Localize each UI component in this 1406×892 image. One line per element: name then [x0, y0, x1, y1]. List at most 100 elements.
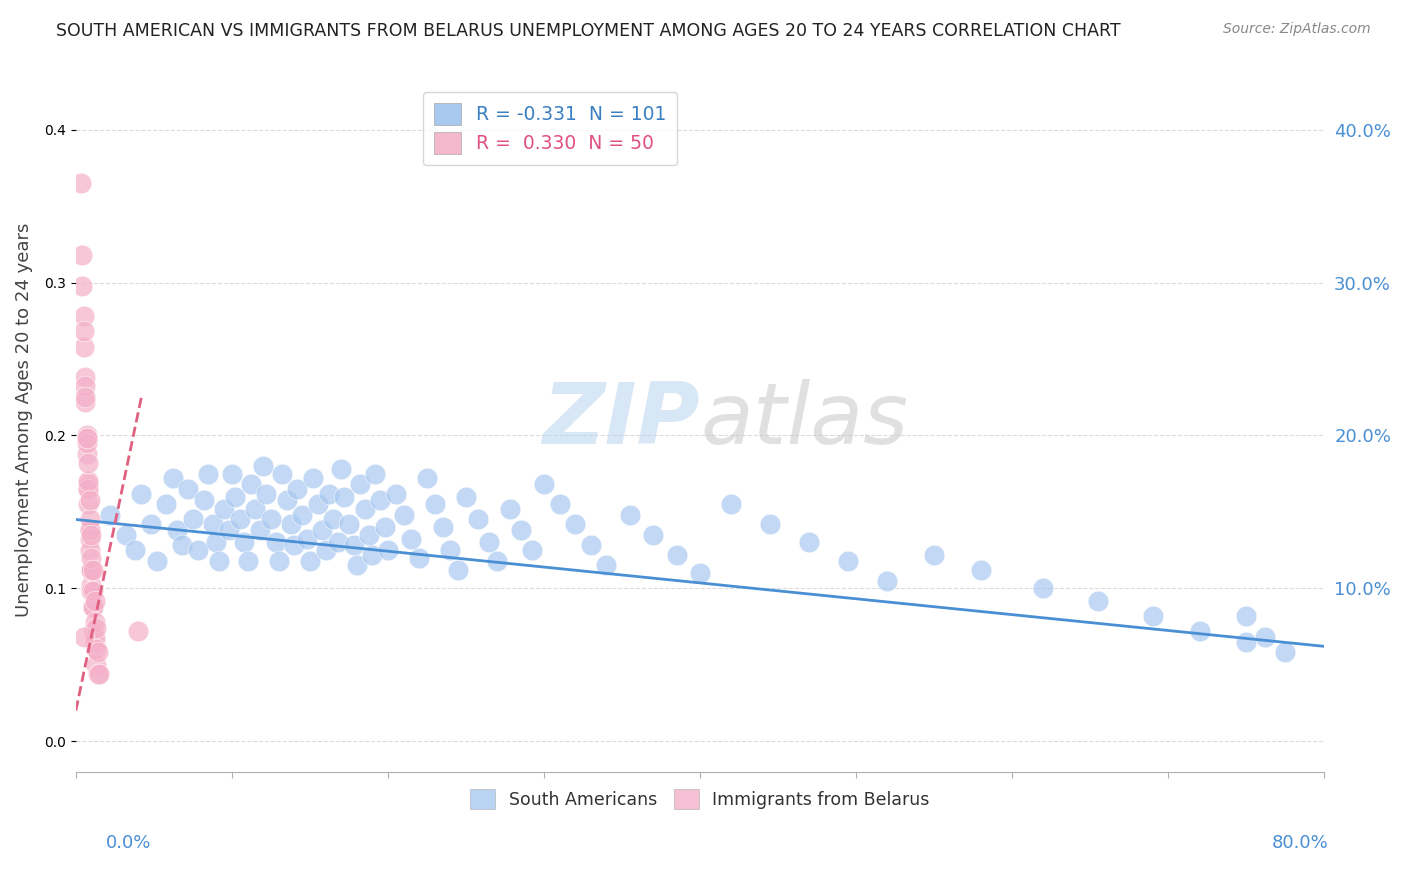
Point [80, 563, 103, 577]
Point [69, 176, 91, 190]
Point [315, 543, 337, 558]
Point [970, 563, 993, 577]
Point [75, 390, 97, 404]
Point [239, 477, 262, 491]
Point [353, 501, 375, 516]
Point [1087, 593, 1109, 607]
Point [252, 458, 274, 473]
Point [520, 543, 543, 558]
Point [478, 535, 501, 549]
Point [643, 528, 665, 542]
Point [454, 490, 477, 504]
Point [181, 512, 204, 526]
Point [89, 666, 111, 681]
Point [343, 539, 366, 553]
Point [1032, 582, 1054, 596]
Point [77, 456, 100, 470]
Text: SOUTH AMERICAN VS IMMIGRANTS FROM BELARUS UNEMPLOYMENT AMONG AGES 20 TO 24 YEARS: SOUTH AMERICAN VS IMMIGRANTS FROM BELARU… [56, 22, 1121, 40]
Point [283, 539, 305, 553]
Point [384, 486, 406, 500]
Point [77, 475, 100, 489]
Point [311, 523, 333, 537]
Point [349, 477, 371, 491]
Point [249, 523, 271, 537]
Point [595, 558, 617, 573]
Point [139, 517, 162, 532]
Point [76, 447, 98, 461]
Point [439, 543, 461, 558]
Point [75, 379, 97, 393]
Point [177, 482, 200, 496]
Point [499, 501, 522, 516]
Point [260, 512, 283, 526]
Point [72, 630, 94, 644]
Point [368, 492, 391, 507]
Point [619, 508, 641, 522]
Point [233, 535, 256, 549]
Point [377, 543, 399, 558]
Point [155, 497, 177, 511]
Point [1188, 624, 1211, 638]
Point [423, 497, 446, 511]
Point [162, 471, 184, 485]
Point [1234, 634, 1257, 648]
Text: Source: ZipAtlas.com: Source: ZipAtlas.com [1223, 22, 1371, 37]
Point [76, 436, 98, 450]
Point [170, 539, 193, 553]
Point [416, 471, 439, 485]
Point [318, 486, 340, 500]
Point [720, 497, 742, 511]
Point [82, 599, 104, 614]
Point [114, 528, 136, 542]
Point [212, 501, 235, 516]
Point [70, 248, 93, 262]
Text: ZIP: ZIP [543, 378, 700, 462]
Point [76, 428, 98, 442]
Point [298, 554, 321, 568]
Point [79, 533, 101, 547]
Point [302, 471, 325, 485]
Point [83, 634, 105, 648]
Point [166, 523, 188, 537]
Point [799, 535, 821, 549]
Point [80, 550, 103, 565]
Point [77, 482, 100, 496]
Point [307, 497, 329, 511]
Point [264, 535, 287, 549]
Point [509, 523, 531, 537]
Point [72, 325, 94, 339]
Point [224, 490, 246, 504]
Point [361, 548, 384, 562]
Point [77, 477, 100, 491]
Point [1142, 608, 1164, 623]
Point [202, 517, 225, 532]
Point [330, 462, 353, 476]
Point [364, 467, 387, 481]
Point [221, 467, 243, 481]
Point [276, 492, 298, 507]
Point [287, 482, 309, 496]
Point [401, 533, 423, 547]
Point [326, 535, 349, 549]
Point [837, 554, 859, 568]
Point [322, 512, 344, 526]
Point [79, 512, 101, 526]
Point [346, 558, 368, 573]
Point [447, 563, 470, 577]
Point [83, 630, 105, 644]
Point [98, 508, 121, 522]
Point [548, 497, 571, 511]
Point [1274, 645, 1296, 659]
Point [76, 432, 98, 446]
Point [131, 486, 153, 500]
Point [392, 508, 415, 522]
Point [79, 523, 101, 537]
Point [75, 370, 97, 384]
Point [236, 554, 259, 568]
Point [1234, 608, 1257, 623]
Point [84, 621, 107, 635]
Point [467, 512, 489, 526]
Point [218, 523, 240, 537]
Point [82, 563, 104, 577]
Point [72, 309, 94, 323]
